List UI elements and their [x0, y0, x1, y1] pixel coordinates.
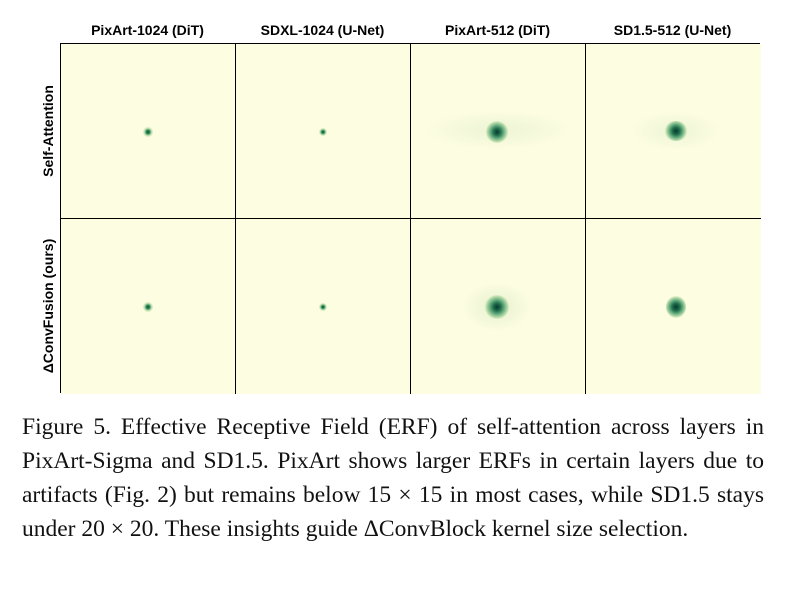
erf-peak [319, 303, 327, 311]
erf-peak [486, 121, 508, 143]
column-header-sd15-512: SD1.5-512 (U-Net) [613, 22, 732, 38]
row-label-convfusion-text: ΔConvFusion (ours) [40, 238, 56, 373]
erf-grid [60, 43, 761, 394]
erf-heatmap-self-attention-pixart-512 [411, 44, 586, 219]
column-header-pixart-1024: PixArt-1024 (DiT) [91, 22, 204, 38]
erf-peak [666, 296, 686, 318]
erf-peak [485, 295, 509, 319]
erf-peak [665, 121, 687, 141]
erf-heatmap-convfusion-sdxl-1024 [236, 219, 411, 394]
erf-heatmap-self-attention-sd15-512 [586, 44, 761, 219]
erf-heatmap-self-attention-sdxl-1024 [236, 44, 411, 219]
erf-heatmap-convfusion-sd15-512 [586, 219, 761, 394]
erf-peak [143, 127, 153, 137]
erf-peak [319, 128, 327, 136]
erf-peak [143, 302, 153, 312]
erf-heatmap-convfusion-pixart-1024 [61, 219, 236, 394]
row-label-convfusion: ΔConvFusion (ours) [38, 218, 58, 393]
row-label-self-attention: Self-Attention [38, 43, 58, 218]
figure-caption: Figure 5. Effective Receptive Field (ERF… [22, 414, 764, 542]
column-header-sdxl-1024: SDXL-1024 (U-Net) [260, 22, 385, 38]
erf-heatmap-convfusion-pixart-512 [411, 219, 586, 394]
column-header-pixart-512: PixArt-512 (DiT) [444, 22, 551, 38]
erf-heatmap-self-attention-pixart-1024 [61, 44, 236, 219]
row-label-self-attention-text: Self-Attention [40, 84, 56, 177]
